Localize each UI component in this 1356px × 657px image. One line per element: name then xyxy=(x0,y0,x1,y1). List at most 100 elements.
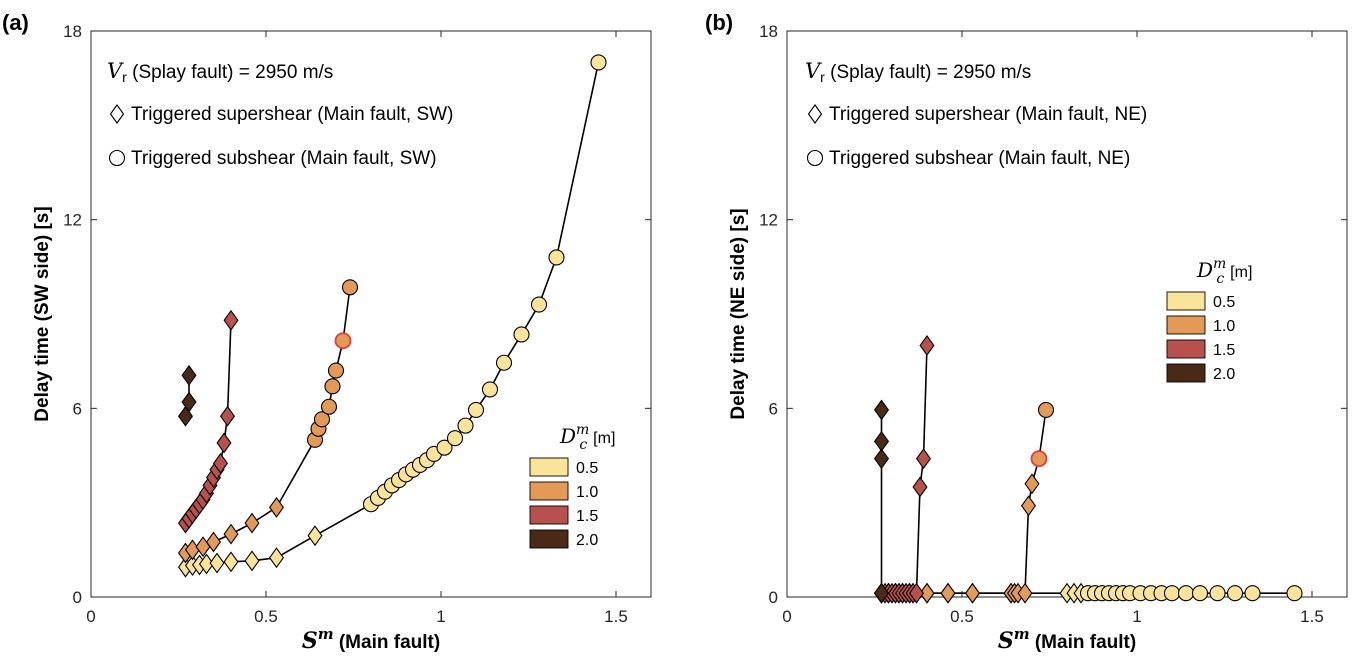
panel-a: 0 0.5 1 1.5 0 6 12 18 (a) Sm (Main fault) Delay ti… xyxy=(2,10,652,654)
y-tick-label: 18 xyxy=(759,22,778,41)
highlighted-point xyxy=(334,332,352,350)
x-tick-label: 0 xyxy=(86,607,95,626)
subshear-point xyxy=(590,54,607,71)
subshear-point xyxy=(341,279,359,296)
supershear-point xyxy=(212,452,229,474)
x-axis-superscript: m xyxy=(1014,625,1030,643)
legend-entry-label: 0.5 xyxy=(1213,294,1235,311)
series-1.0 xyxy=(177,279,359,564)
supershear-point xyxy=(919,335,935,356)
x-axis-superscript: m xyxy=(318,625,334,643)
supershear-point xyxy=(244,512,260,534)
legend-title-superscript: m xyxy=(1213,256,1226,272)
subshear-point xyxy=(1037,401,1055,418)
x-axis-title: Sm (Main fault) xyxy=(302,625,440,654)
series-2.0 xyxy=(177,364,197,427)
supershear-marker-key xyxy=(807,104,823,124)
x-axis-symbol: S xyxy=(302,628,318,654)
legend-swatch xyxy=(529,505,569,525)
subshear-point xyxy=(1209,585,1226,602)
supershear-point xyxy=(873,399,890,421)
supershear-point xyxy=(1017,582,1033,604)
panel-label: (a) xyxy=(2,10,29,35)
series-1.5 xyxy=(873,335,935,604)
legend-swatch xyxy=(1166,315,1206,335)
rupture-velocity-label: Vr (Splay fault) = 2950 m/s xyxy=(107,59,333,85)
x-tick-label: 0.5 xyxy=(254,607,278,626)
supershear-point xyxy=(873,582,890,604)
y-axis-title: Delay time (NE side) [s] xyxy=(728,208,749,419)
supershear-point xyxy=(223,523,239,545)
legend-entry-label: 1.5 xyxy=(576,508,598,525)
panel-label: (b) xyxy=(705,10,733,35)
subshear-key-label: Triggered subshear (Main fault, NE) xyxy=(829,148,1130,169)
supershear-point xyxy=(1020,495,1037,517)
legend-title-symbol: D xyxy=(1196,258,1213,282)
y-tick-label: 12 xyxy=(759,211,778,230)
y-tick-label: 12 xyxy=(63,211,82,230)
y-axis-title: Delay time (SW side) [s] xyxy=(32,206,53,421)
x-tick-label: 0.5 xyxy=(950,607,974,626)
x-tick-label: 0 xyxy=(782,607,791,626)
supershear-point xyxy=(209,552,225,574)
x-axis-title: Sm (Main fault) xyxy=(998,625,1136,654)
legend-entry-label: 1.5 xyxy=(1213,342,1235,359)
legend-entry-label: 1.0 xyxy=(1213,318,1235,335)
supershear-point xyxy=(181,391,197,413)
legend-title-subscript: c xyxy=(579,437,587,453)
x-tick-label: 1 xyxy=(436,607,445,626)
y-tick-label: 6 xyxy=(769,399,778,418)
supershear-point xyxy=(223,309,239,331)
supershear-point xyxy=(964,582,981,604)
x-tick-label: 1 xyxy=(1132,607,1141,626)
supershear-point xyxy=(873,430,890,452)
supershear-point xyxy=(181,364,197,386)
subshear-point xyxy=(327,362,345,379)
subshear-point xyxy=(495,354,513,371)
legend-swatch xyxy=(1166,363,1206,383)
vr-subscript: r xyxy=(820,69,825,85)
series-1.5 xyxy=(177,309,239,534)
y-tick-label: 6 xyxy=(73,399,82,418)
subshear-point xyxy=(481,381,499,398)
y-tick-label: 0 xyxy=(769,588,778,607)
subshear-point xyxy=(513,326,530,343)
series-line xyxy=(881,345,928,594)
subshear-point xyxy=(436,439,453,456)
y-tick-label: 18 xyxy=(63,22,82,41)
legend-swatch xyxy=(529,457,569,477)
panel-b: 0 0.5 1 1.5 0 6 12 18 (b) Sm (Main fault) Delay ti… xyxy=(705,10,1348,654)
y-tick-label: 0 xyxy=(73,588,82,607)
legend-entry-label: 0.5 xyxy=(576,460,598,477)
subshear-point xyxy=(548,249,565,266)
vr-subscript: r xyxy=(122,69,127,85)
supershear-point xyxy=(908,582,925,604)
vr-symbol: V xyxy=(107,59,124,83)
supershear-point xyxy=(307,525,323,547)
supershear-point xyxy=(873,448,890,470)
supershear-point xyxy=(268,547,285,569)
supershear-key-label: Triggered supershear (Main fault, NE) xyxy=(829,104,1147,125)
subshear-point xyxy=(320,398,338,415)
legend-title-symbol: D xyxy=(559,424,576,448)
supershear-point xyxy=(244,550,260,572)
subshear-point xyxy=(530,296,548,313)
subshear-point xyxy=(1163,585,1181,602)
supershear-point xyxy=(223,551,239,573)
plot-frame xyxy=(90,30,652,598)
legend-title: Dm c [m] xyxy=(559,422,615,453)
legend-entry-label: 2.0 xyxy=(576,532,598,549)
series-0.5 xyxy=(177,54,607,578)
subshear-point xyxy=(1244,585,1261,602)
supershear-point xyxy=(219,405,236,427)
subshear-point xyxy=(1226,585,1244,602)
subshear-key-label: Triggered subshear (Main fault, SW) xyxy=(131,148,437,169)
legend-title-subscript: c xyxy=(1216,271,1224,287)
legend-title-superscript: m xyxy=(576,422,589,438)
subshear-point xyxy=(467,401,485,418)
vr-text: (Splay fault) = 2950 m/s xyxy=(825,62,1031,83)
rupture-velocity-label: Vr (Splay fault) = 2950 m/s xyxy=(805,59,1031,85)
supershear-point xyxy=(198,553,215,575)
highlighted-point xyxy=(1030,450,1048,468)
